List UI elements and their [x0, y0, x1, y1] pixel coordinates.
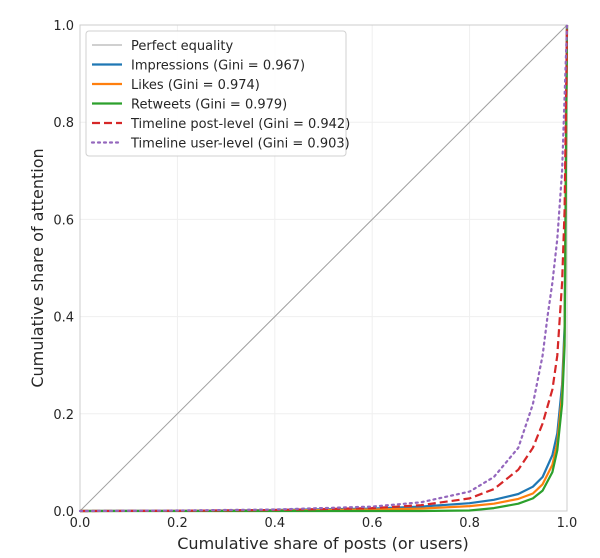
legend-label: Retweets (Gini = 0.979) [131, 98, 287, 113]
x-tick-label: 1.0 [557, 516, 578, 531]
y-tick-label: 0.4 [53, 311, 74, 326]
legend-label: Timeline post-level (Gini = 0.942) [130, 117, 350, 132]
legend-box [85, 30, 347, 157]
x-axis-label: Cumulative share of posts (or users) [177, 534, 469, 553]
series-lines [78, 23, 569, 513]
series-line-3 [80, 24, 569, 513]
x-tick-label: 0.8 [459, 516, 480, 531]
x-tick-label: 0.2 [167, 516, 188, 531]
series-line-5 [78, 23, 569, 513]
y-tick-label: 0.0 [53, 505, 74, 520]
x-tick-label: 0.6 [362, 516, 383, 531]
y-axis-label: Cumulative share of attention [28, 148, 47, 387]
y-tick-label: 0.8 [53, 116, 74, 131]
series-line-4 [79, 24, 569, 513]
legend-label: Impressions (Gini = 0.967) [131, 59, 305, 74]
x-tick-label: 0.0 [70, 516, 91, 531]
legend-label: Likes (Gini = 0.974) [131, 78, 260, 93]
y-tick-label: 0.6 [53, 213, 74, 228]
series-line-0 [79, 24, 568, 512]
x-tick-label: 0.4 [264, 516, 285, 531]
y-tick-label: 0.2 [53, 408, 74, 423]
tick-labels: 0.0 0.2 0.4 0.6 0.8 1.0 0.0 0.2 0.4 0.6 0.8 1.0 [53, 19, 577, 531]
legend: Perfect equality Impressions (Gini = 0.96… [85, 30, 350, 157]
y-tick-label: 1.0 [53, 19, 74, 34]
legend-label: Timeline user-level (Gini = 0.903) [130, 137, 350, 152]
legend-label: Perfect equality [131, 39, 233, 54]
